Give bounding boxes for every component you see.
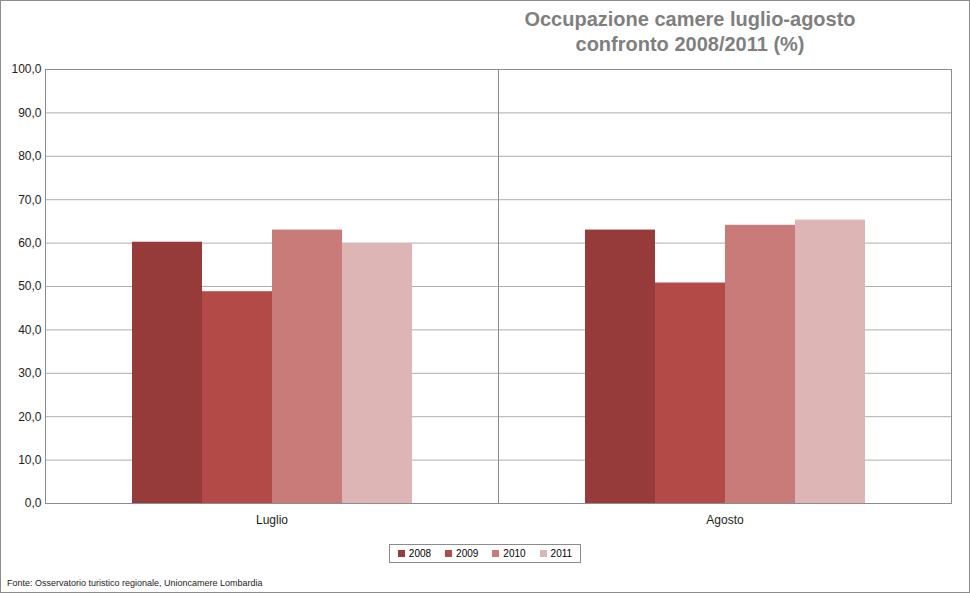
svg-text:30,0: 30,0	[18, 366, 42, 380]
svg-text:60,0: 60,0	[18, 236, 42, 250]
svg-text:40,0: 40,0	[18, 323, 42, 337]
svg-text:20,0: 20,0	[18, 410, 42, 424]
html-text:Fonte: Osservatorio turistico: Fonte: Osservatorio turistico regionale,…	[7, 578, 263, 588]
svg-text:50,0: 50,0	[18, 279, 42, 293]
html-text:Occupazione camere luglio-agos: Occupazione camere luglio-agosto	[524, 8, 856, 30]
html-text:2010: 2010	[503, 548, 526, 559]
svg-text:0,0: 0,0	[25, 496, 42, 510]
html-text:confronto 2008/2011 (%): confronto 2008/2011 (%)	[575, 33, 805, 55]
html-text:2011: 2011	[550, 548, 573, 559]
svg-text:Agosto: Agosto	[706, 513, 744, 527]
svg-text:80,0: 80,0	[18, 149, 42, 163]
html-text:2008: 2008	[408, 548, 432, 559]
svg-text:70,0: 70,0	[18, 193, 42, 207]
html-text:2009: 2009	[456, 548, 479, 559]
svg-text:Luglio: Luglio	[256, 513, 288, 527]
svg-text:90,0: 90,0	[18, 106, 42, 120]
svg-text:100,0: 100,0	[11, 63, 41, 76]
svg-text:10,0: 10,0	[18, 453, 42, 467]
